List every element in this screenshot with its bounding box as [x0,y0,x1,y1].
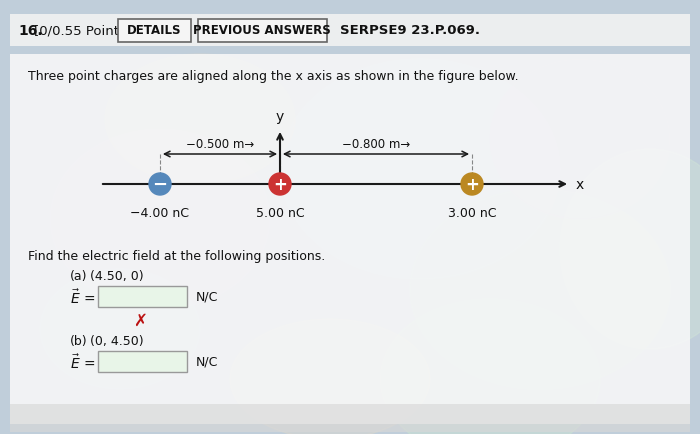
Circle shape [269,174,291,196]
Text: DETAILS: DETAILS [127,24,181,37]
Text: (b): (b) [70,334,88,347]
Text: x: x [576,178,584,191]
Text: 16.: 16. [18,24,43,38]
Text: (a): (a) [70,270,88,283]
Text: −0.800 m→: −0.800 m→ [342,138,410,151]
Text: ✗: ✗ [133,311,147,329]
Ellipse shape [380,299,600,434]
Bar [10,55,690,424]
Ellipse shape [280,60,560,279]
Text: [0/0.55 Points]: [0/0.55 Points] [34,24,131,37]
Text: +: + [465,176,479,194]
Text: −0.500 m→: −0.500 m→ [186,138,254,151]
Text: N/C: N/C [196,355,218,368]
Text: Three point charges are aligned along the x axis as shown in the figure below.: Three point charges are aligned along th… [28,70,519,83]
Text: PREVIOUS ANSWERS: PREVIOUS ANSWERS [193,24,331,37]
FancyBboxPatch shape [97,351,186,372]
Text: $\vec{E}$ =: $\vec{E}$ = [70,287,95,306]
Ellipse shape [105,55,295,184]
Text: −4.00 nC: −4.00 nC [130,207,190,220]
FancyBboxPatch shape [197,20,326,43]
Text: N/C: N/C [196,290,218,303]
Ellipse shape [490,60,670,220]
FancyBboxPatch shape [118,20,190,43]
Circle shape [149,174,171,196]
Text: SERPSE9 23.P.069.: SERPSE9 23.P.069. [340,24,480,37]
Ellipse shape [560,150,700,349]
Text: (4.50, 0): (4.50, 0) [90,270,144,283]
Text: y: y [276,110,284,124]
Text: +: + [273,176,287,194]
Text: 5.00 nC: 5.00 nC [256,207,304,220]
Text: (0, 4.50): (0, 4.50) [90,334,144,347]
Ellipse shape [410,190,670,389]
FancyBboxPatch shape [97,286,186,307]
Bar [10,15,690,47]
Ellipse shape [50,130,270,309]
Text: Find the electric field at the following positions.: Find the electric field at the following… [28,250,326,263]
Text: $\vec{E}$ =: $\vec{E}$ = [70,352,95,371]
Bar [10,404,690,432]
Text: 3.00 nC: 3.00 nC [448,207,496,220]
Ellipse shape [40,270,200,389]
Circle shape [461,174,483,196]
Ellipse shape [230,319,430,434]
Text: −: − [153,176,167,194]
